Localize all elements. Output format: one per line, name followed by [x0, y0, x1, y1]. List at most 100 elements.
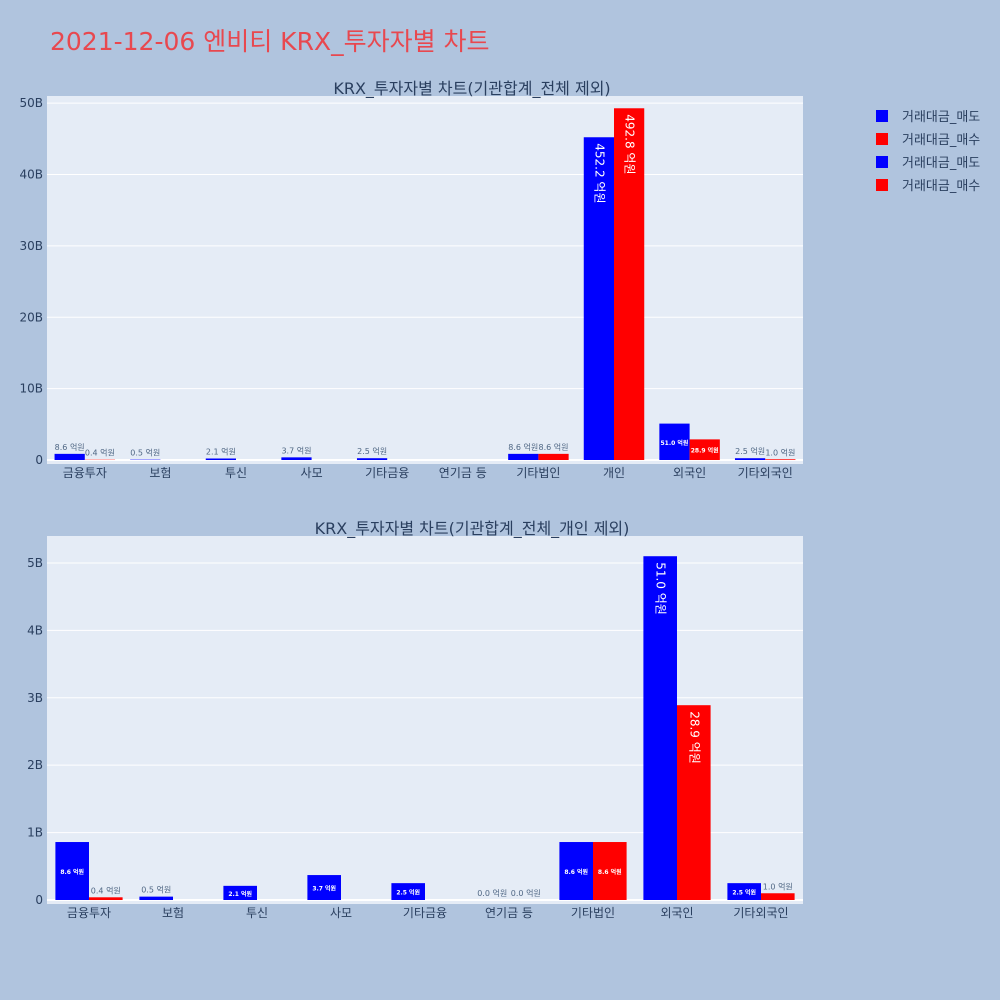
bar[interactable] [593, 842, 627, 900]
legend-item[interactable]: 거래대금_매도 [876, 104, 980, 127]
bar[interactable] [281, 457, 312, 460]
data-label: 3.7 억원 [281, 445, 311, 455]
y-tick-label: 40B [19, 168, 43, 182]
y-tick-label: 30B [19, 239, 43, 253]
legend-swatch [876, 132, 888, 145]
y-tick-label: 2B [27, 758, 43, 772]
data-label: 51.0 억원 [654, 562, 668, 615]
data-label: 1.0 억원 [765, 447, 795, 457]
bar[interactable] [583, 137, 614, 460]
data-label: 3.7 억원 [312, 885, 336, 893]
x-tick-label: 금융투자 [63, 466, 107, 480]
chart-panel: 0 1B 2B 3B 4B 5B KRX_투자자별 차트(기관합계_전체_개인 제외) 금융투… [27, 519, 803, 920]
data-label: 28.9 억원 [691, 447, 719, 455]
y-tick-label: 0 [35, 453, 43, 467]
data-label: 0.5 억원 [130, 448, 160, 458]
data-label: 8.6 억원 [564, 868, 588, 876]
bar[interactable] [761, 893, 795, 900]
data-label: 8.6 억원 [508, 442, 538, 452]
legend-item[interactable]: 거래대금_매수 [876, 127, 980, 150]
bar[interactable] [391, 883, 425, 900]
bar[interactable] [643, 556, 677, 900]
legend-label: 거래대금_매도 [902, 156, 981, 171]
bar[interactable] [508, 453, 539, 460]
bar[interactable] [559, 842, 593, 900]
legend-label: 거래대금_매수 [902, 133, 981, 148]
x-tick-label: 기타외국인 [733, 906, 788, 920]
x-tick-label: 금융투자 [67, 906, 111, 920]
data-label: 2.5 억원 [732, 889, 756, 897]
bar[interactable] [89, 897, 123, 900]
legend-swatch [876, 178, 888, 191]
data-label: 8.6 억원 [55, 442, 85, 452]
legend-label: 거래대금_매도 [902, 110, 981, 125]
data-label: 51.0 억원 [661, 439, 689, 447]
legend-label: 거래대금_매수 [902, 179, 981, 194]
x-tick-label: 기타금융 [403, 906, 447, 920]
y-tick-label: 50B [19, 96, 43, 110]
bar[interactable] [727, 883, 761, 900]
x-tick-label: 외국인 [660, 906, 693, 920]
page-title: 2021-12-06 엔비티 KRX_투자자별 차트 [50, 27, 490, 56]
data-label: 8.6 억원 [539, 442, 569, 452]
data-label: 2.5 억원 [357, 446, 387, 456]
data-label: 452.2 억원 [592, 143, 606, 203]
chart-title: KRX_투자자별 차트(기관합계_전체 제외) [333, 79, 610, 99]
chart-title: KRX_투자자별 차트(기관합계_전체_개인 제외) [315, 519, 630, 539]
x-tick-label: 보험 [149, 466, 171, 480]
data-label: 0.5 억원 [141, 885, 171, 895]
x-tick-label: 기타금융 [365, 466, 409, 480]
data-label: 0.0 억원 [477, 888, 507, 898]
bar[interactable] [54, 453, 85, 460]
x-tick-label: 기타법인 [571, 906, 615, 920]
bar[interactable] [55, 842, 89, 900]
bar[interactable] [205, 458, 236, 460]
x-tick-label: 연기금 등 [485, 906, 533, 920]
bar[interactable] [677, 705, 711, 900]
data-label: 2.1 억원 [228, 890, 252, 898]
chart-panel: 0 10B 20B 30B 40B 50B KRX_투자자별 차트(기관합계_전체 제외) 금… [19, 79, 803, 480]
data-label: 8.6 억원 [598, 868, 622, 876]
x-tick-label: 투신 [246, 906, 268, 920]
x-tick-label: 외국인 [673, 466, 706, 480]
x-tick-label: 기타법인 [516, 466, 560, 480]
x-tick-label: 사모 [301, 466, 323, 480]
data-label: 0.4 억원 [85, 448, 115, 458]
y-tick-label: 4B [27, 623, 43, 637]
data-label: 0.0 억원 [511, 888, 541, 898]
bar[interactable] [139, 896, 173, 900]
data-label: 2.1 억원 [206, 447, 236, 457]
x-tick-label: 연기금 등 [439, 466, 487, 480]
x-tick-label: 사모 [330, 906, 352, 920]
bar[interactable] [659, 423, 690, 460]
y-tick-label: 5B [27, 556, 43, 570]
bar[interactable] [734, 458, 766, 460]
x-tick-label: 기타외국인 [738, 466, 793, 480]
bar[interactable] [765, 459, 796, 460]
bar[interactable] [356, 458, 388, 460]
legend-swatch [876, 109, 888, 122]
legend[interactable]: 거래대금_매도 거래대금_매수 거래대금_매도 거래대금_매수 [876, 104, 980, 196]
bar[interactable] [538, 453, 569, 460]
legend-item[interactable]: 거래대금_매도 [876, 150, 980, 173]
y-tick-label: 3B [27, 691, 43, 705]
bar[interactable] [689, 439, 720, 460]
legend-item[interactable]: 거래대금_매수 [876, 173, 980, 196]
data-label: 8.6 억원 [60, 868, 84, 876]
x-tick-label: 개인 [603, 466, 625, 480]
bar[interactable] [307, 875, 341, 900]
data-label: 28.9 억원 [687, 711, 701, 764]
x-tick-label: 투신 [225, 466, 247, 480]
data-label: 0.4 억원 [91, 885, 121, 895]
y-tick-label: 1B [27, 826, 43, 840]
legend-swatch [876, 155, 888, 168]
data-label: 2.5 억원 [735, 446, 765, 456]
bar[interactable] [223, 885, 257, 900]
x-tick-label: 보험 [162, 906, 184, 920]
plot-area [47, 96, 803, 464]
y-tick-label: 10B [19, 382, 43, 396]
y-tick-label: 20B [19, 310, 43, 324]
y-tick-label: 0 [35, 893, 43, 907]
bar[interactable] [614, 108, 645, 461]
